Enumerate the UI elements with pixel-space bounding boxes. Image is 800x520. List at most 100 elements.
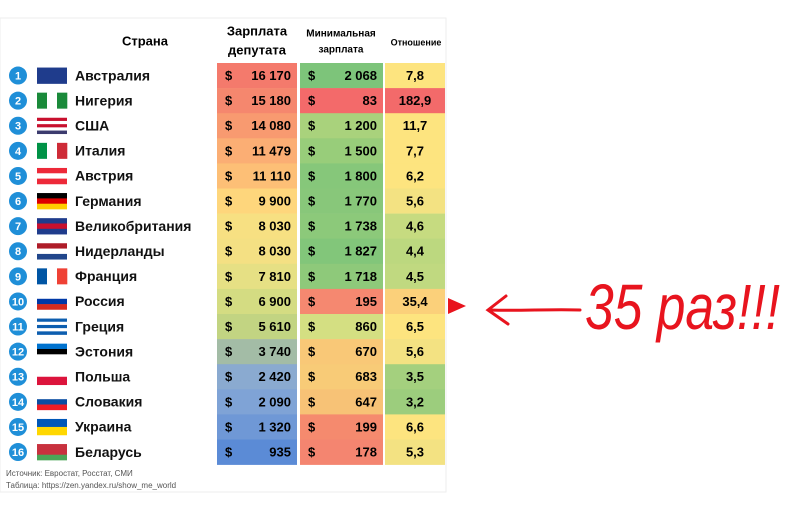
- cell: [217, 88, 297, 114]
- min_wage: 199: [355, 419, 377, 434]
- country: Эстония: [75, 343, 133, 359]
- country: Беларусь: [75, 444, 142, 460]
- currency: $: [308, 68, 316, 83]
- currency: $: [225, 219, 233, 234]
- flag: [37, 253, 67, 260]
- currency: $: [225, 269, 233, 284]
- flag: [37, 449, 67, 456]
- flag: [37, 92, 48, 109]
- rank: 15: [12, 422, 24, 434]
- cell: [217, 113, 297, 139]
- salary: 11 479: [252, 143, 291, 158]
- flag: [37, 268, 48, 285]
- flag: [37, 142, 48, 159]
- min_wage: 683: [355, 369, 377, 384]
- cell: [385, 263, 445, 290]
- cell: [385, 238, 445, 265]
- ratio: 5,3: [406, 444, 424, 459]
- flag: [37, 354, 67, 360]
- rank: 16: [12, 447, 24, 459]
- cell: [217, 63, 297, 89]
- cell: [385, 188, 445, 214]
- flag: [37, 418, 67, 428]
- rank: 13: [12, 372, 24, 384]
- currency: $: [225, 118, 233, 133]
- cell: [300, 213, 383, 239]
- cell: [300, 113, 383, 139]
- flag: [57, 268, 68, 285]
- header-ratio: Отношение: [391, 37, 442, 47]
- ratio: 7,7: [406, 143, 424, 158]
- cell: [217, 263, 297, 290]
- flag: [37, 228, 67, 235]
- cell: [300, 88, 383, 114]
- ratio: 3,2: [406, 394, 424, 409]
- currency: $: [308, 118, 316, 133]
- country: Австрия: [75, 168, 133, 184]
- flag: [37, 368, 67, 378]
- rank-badge: [9, 267, 27, 286]
- rank-badge: [9, 192, 27, 211]
- flag: [37, 393, 67, 400]
- currency: $: [308, 168, 316, 183]
- ratio: 6,2: [406, 168, 424, 183]
- rank-badge: [9, 392, 27, 411]
- currency: $: [225, 93, 233, 108]
- currency: $: [225, 294, 233, 309]
- currency: $: [308, 369, 316, 384]
- min_wage: 1 770: [344, 193, 377, 208]
- flag: [37, 328, 67, 332]
- flag: [37, 130, 67, 135]
- country: США: [75, 117, 109, 133]
- country: Италия: [75, 143, 125, 159]
- currency: $: [308, 244, 316, 259]
- cell: [385, 364, 445, 390]
- ratio: 4,5: [406, 269, 424, 284]
- min_wage: 1 718: [344, 269, 377, 284]
- ratio: 5,6: [406, 344, 424, 359]
- cell: [217, 314, 297, 340]
- cell: [300, 238, 383, 265]
- min_wage: 1 827: [344, 244, 377, 259]
- header-min-wage: зарплата: [319, 45, 364, 56]
- cell: [300, 188, 383, 214]
- cell: [300, 364, 383, 390]
- country: Греция: [75, 318, 124, 334]
- currency: $: [308, 269, 316, 284]
- min_wage: 178: [355, 444, 377, 459]
- currency: $: [225, 444, 233, 459]
- flag: [37, 193, 67, 199]
- rank: 4: [15, 146, 22, 158]
- rank: 6: [15, 196, 21, 208]
- cell: [300, 339, 383, 365]
- cell: [385, 288, 445, 315]
- rank-badge: [9, 292, 27, 311]
- salary: 14 080: [251, 118, 291, 133]
- flag: [37, 178, 67, 185]
- min_wage: 1 738: [344, 219, 377, 234]
- rank-badge: [9, 217, 27, 236]
- rank-badge: [9, 443, 27, 462]
- flag: [37, 399, 67, 405]
- min_wage: 83: [363, 93, 377, 108]
- currency: $: [225, 344, 233, 359]
- cell: [300, 163, 383, 189]
- currency: $: [308, 193, 316, 208]
- salary: 5 610: [258, 319, 291, 334]
- cell: [385, 63, 445, 89]
- salary: 2 090: [258, 394, 291, 409]
- cell: [300, 414, 383, 440]
- flag: [37, 198, 67, 205]
- flag: [37, 426, 67, 436]
- salary: 935: [269, 444, 291, 459]
- min_wage: 195: [355, 294, 377, 309]
- header-country: Страна: [122, 33, 169, 48]
- rank: 2: [15, 96, 21, 108]
- rank-badge: [9, 91, 27, 110]
- country: Нигерия: [75, 92, 133, 108]
- currency: $: [308, 419, 316, 434]
- salary: 8 030: [258, 244, 291, 259]
- rank: 12: [12, 347, 24, 359]
- cell: [217, 163, 297, 189]
- flag: [37, 173, 67, 179]
